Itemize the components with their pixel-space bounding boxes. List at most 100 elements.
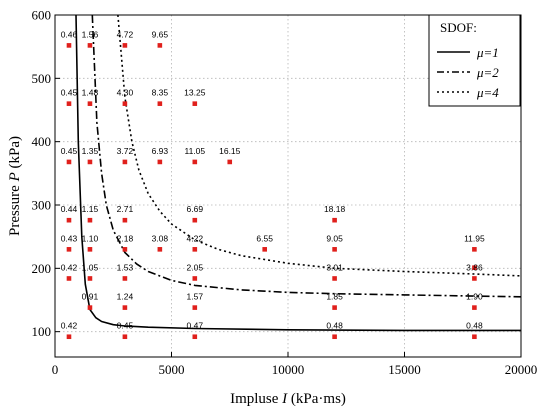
data-point-marker <box>122 217 128 223</box>
data-point-label: 13.25 <box>184 88 206 98</box>
data-point-label: 6.69 <box>187 204 204 214</box>
data-point-marker <box>472 247 477 252</box>
data-point-label: 2.71 <box>117 204 134 214</box>
x-axis-title-var: I <box>281 391 288 407</box>
data-point-marker <box>332 276 337 281</box>
legend-box <box>428 14 521 107</box>
data-point-marker <box>192 159 198 165</box>
data-point-marker <box>87 101 93 106</box>
data-point-label: 4.30 <box>117 88 134 98</box>
data-point-marker <box>192 247 198 252</box>
y-axis-title-prefix: Pressure <box>7 181 23 236</box>
y-tick-label: 400 <box>32 134 52 149</box>
legend: SDOF: μ=1 μ=2 μ=4 <box>428 14 521 107</box>
data-point-marker <box>122 159 128 165</box>
data-point-marker <box>157 101 163 106</box>
data-point-label: 0.45 <box>117 321 134 331</box>
data-point-label: 0.47 <box>187 321 204 331</box>
data-point-label: 0.48 <box>466 321 483 331</box>
data-point-marker <box>122 43 128 48</box>
data-point-label: 0.43 <box>61 233 78 243</box>
data-point-label: 3.08 <box>152 233 169 243</box>
data-point-label: 9.65 <box>152 29 169 39</box>
x-axis-title-prefix: Impluse <box>230 391 282 407</box>
data-point-label: 4.22 <box>187 233 204 243</box>
legend-label-mu4: μ=4 <box>476 85 499 100</box>
x-tick-label: 10000 <box>272 362 305 377</box>
data-point-marker <box>472 265 477 270</box>
data-point-marker <box>157 43 163 48</box>
x-tick-label: 0 <box>52 362 59 377</box>
data-point-marker <box>472 276 477 281</box>
data-point-marker <box>122 247 128 252</box>
data-point-marker <box>192 305 198 310</box>
data-point-label: 1.05 <box>82 262 99 272</box>
data-point-label: 3.01 <box>326 262 343 272</box>
data-point-label: 0.46 <box>61 29 78 39</box>
data-point-label: 16.15 <box>219 146 241 156</box>
data-point-marker <box>87 217 93 223</box>
data-point-marker <box>87 159 93 165</box>
data-point-marker <box>66 334 72 340</box>
data-point-label: 3.72 <box>117 146 134 156</box>
curve-mu-2 <box>91 14 522 298</box>
data-point-marker <box>227 159 233 165</box>
data-point-label: 18.18 <box>324 204 346 214</box>
data-point-marker <box>192 334 198 340</box>
data-points <box>66 43 477 340</box>
data-point-label: 4.72 <box>117 29 134 39</box>
x-axis-title: Impluse I (kPa·ms) <box>230 391 346 407</box>
legend-label-mu2: μ=2 <box>476 65 499 80</box>
y-tick-label: 600 <box>32 8 52 23</box>
x-tick-label: 15000 <box>388 362 421 377</box>
data-point-marker <box>122 305 128 310</box>
data-point-marker <box>66 276 72 281</box>
data-point-label: 2.18 <box>117 233 134 243</box>
data-point-label: 9.05 <box>326 233 343 243</box>
y-axis-title-var: P <box>7 172 23 182</box>
data-point-label: 3.86 <box>466 262 483 272</box>
data-point-marker <box>332 247 337 252</box>
y-tick-label: 100 <box>32 324 52 339</box>
data-point-marker <box>332 305 337 310</box>
y-axis-title: Pressure P (kPa) <box>7 136 23 236</box>
data-point-marker <box>472 334 477 340</box>
x-axis-title-unit: (kPa·ms) <box>287 391 346 407</box>
data-point-marker <box>66 159 72 165</box>
data-point-marker <box>157 159 163 165</box>
y-tick-label: 300 <box>32 198 52 213</box>
data-point-label: 1.53 <box>117 262 134 272</box>
data-point-marker <box>157 247 163 252</box>
data-point-marker <box>87 43 93 48</box>
data-point-marker <box>66 43 72 48</box>
curves <box>75 14 522 332</box>
data-point-label: 11.95 <box>464 233 485 243</box>
data-point-label: 1.10 <box>82 233 99 243</box>
data-point-label: 8.35 <box>152 88 169 98</box>
data-point-marker <box>87 276 93 281</box>
data-point-label: 2.05 <box>187 262 204 272</box>
data-point-label: 6.93 <box>152 146 169 156</box>
data-point-marker <box>122 334 128 340</box>
y-tick-label: 200 <box>32 261 52 276</box>
data-point-label: 1.90 <box>466 292 483 302</box>
data-point-label: 0.91 <box>82 292 99 302</box>
data-point-marker <box>472 305 477 310</box>
data-point-marker <box>262 247 267 252</box>
data-point-marker <box>122 101 128 106</box>
data-point-marker <box>332 217 337 223</box>
data-point-label: 1.24 <box>117 292 134 302</box>
legend-label-mu1: μ=1 <box>476 45 499 60</box>
y-axis-title-unit: (kPa) <box>7 136 23 172</box>
data-point-marker <box>66 101 72 106</box>
data-point-label: 1.35 <box>82 146 99 156</box>
data-point-marker <box>332 334 337 340</box>
data-point-label: 0.44 <box>61 204 78 214</box>
y-tick-label: 500 <box>32 71 52 86</box>
data-point-label: 1.56 <box>82 29 99 39</box>
data-point-label: 0.45 <box>61 88 78 98</box>
data-point-label: 0.48 <box>326 321 343 331</box>
curve-mu-1 <box>75 14 521 332</box>
data-point-label: 6.55 <box>256 233 273 243</box>
